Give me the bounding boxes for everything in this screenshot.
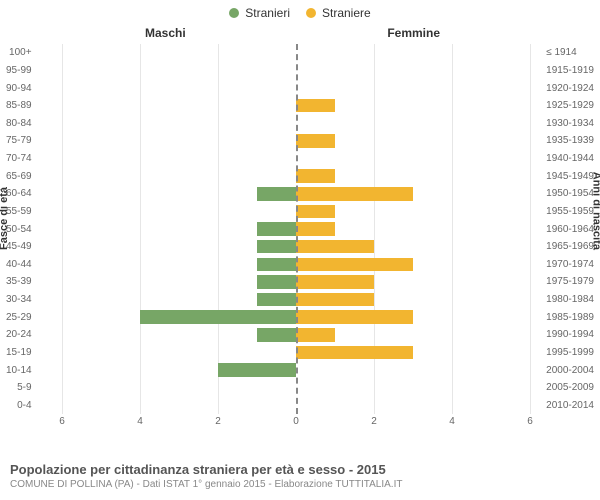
bar-female [296,240,374,253]
y-label-age: 80-84 [6,115,34,133]
y-label-birth: 2000-2004 [544,361,594,379]
legend-swatch-female [306,8,316,18]
y-label-birth: 1980-1984 [544,291,594,309]
y-label-birth: 2010-2014 [544,397,594,415]
y-label-age: 25-29 [6,308,34,326]
y-label-age: 35-39 [6,273,34,291]
legend-label-male: Stranieri [245,6,290,20]
plot-area [62,44,530,414]
y-label-age: 75-79 [6,132,34,150]
legend: Stranieri Straniere [0,6,600,20]
y-label-age: 55-59 [6,203,34,221]
column-title-left: Maschi [145,26,186,40]
y-label-age: 70-74 [6,150,34,168]
y-label-birth: 1990-1994 [544,326,594,344]
y-label-birth: 1975-1979 [544,273,594,291]
y-label-age: 65-69 [6,167,34,185]
y-label-age: 100+ [6,44,34,62]
bar-female [296,134,335,147]
y-label-birth: ≤ 1914 [544,44,594,62]
x-tick: 4 [137,416,143,427]
bar-female [296,275,374,288]
bar-female [296,328,335,341]
y-label-age: 20-24 [6,326,34,344]
y-label-birth: 1995-1999 [544,344,594,362]
x-tick: 4 [449,416,455,427]
y-label-birth: 1950-1954 [544,185,594,203]
legend-item-female: Straniere [306,6,371,20]
caption: Popolazione per cittadinanza straniera p… [10,462,590,490]
x-tick: 6 [59,416,65,427]
y-label-age: 30-34 [6,291,34,309]
caption-title: Popolazione per cittadinanza straniera p… [10,462,590,477]
column-title-right: Femmine [387,26,440,40]
centerline [296,44,298,414]
y-label-age: 15-19 [6,344,34,362]
y-label-age: 0-4 [6,397,34,415]
bar-male [257,222,296,235]
y-label-age: 45-49 [6,238,34,256]
caption-subtitle: COMUNE DI POLLINA (PA) - Dati ISTAT 1° g… [10,479,590,490]
bar-female [296,293,374,306]
y-label-age: 50-54 [6,220,34,238]
bar-female [296,169,335,182]
bar-female [296,258,413,271]
y-label-age: 60-64 [6,185,34,203]
bar-female [296,99,335,112]
y-label-age: 5-9 [6,379,34,397]
legend-label-female: Straniere [322,6,371,20]
y-label-birth: 1930-1934 [544,115,594,133]
bar-male [257,187,296,200]
gridline [530,44,531,414]
y-label-age: 40-44 [6,256,34,274]
y-label-birth: 1955-1959 [544,203,594,221]
y-label-birth: 1965-1969 [544,238,594,256]
y-label-age: 95-99 [6,62,34,80]
y-label-birth: 1915-1919 [544,62,594,80]
bar-male [140,310,296,323]
y-label-birth: 1945-1949 [544,167,594,185]
bar-female [296,187,413,200]
bar-female [296,205,335,218]
bar-male [257,328,296,341]
bar-male [257,275,296,288]
bar-male [257,240,296,253]
y-label-birth: 1960-1964 [544,220,594,238]
y-label-birth: 1935-1939 [544,132,594,150]
x-tick: 6 [527,416,533,427]
y-label-birth: 1970-1974 [544,256,594,274]
x-tick: 0 [293,416,299,427]
y-label-birth: 1925-1929 [544,97,594,115]
bar-female [296,222,335,235]
y-label-birth: 2005-2009 [544,379,594,397]
x-axis: 6 4 2 0 2 4 6 [62,416,530,434]
y-label-birth: 1985-1989 [544,308,594,326]
bar-male [257,293,296,306]
bar-male [218,363,296,376]
y-label-birth: 1940-1944 [544,150,594,168]
y-labels-birth: ≤ 19141915-19191920-19241925-19291930-19… [544,44,594,414]
legend-swatch-male [229,8,239,18]
bar-male [257,258,296,271]
chart-root: Stranieri Straniere Maschi Femmine Fasce… [0,0,600,500]
legend-item-male: Stranieri [229,6,290,20]
x-tick: 2 [215,416,221,427]
bar-female [296,346,413,359]
y-label-age: 90-94 [6,79,34,97]
bar-female [296,310,413,323]
x-tick: 2 [371,416,377,427]
y-labels-age: 100+95-9990-9485-8980-8475-7970-7465-696… [6,44,34,414]
y-label-age: 10-14 [6,361,34,379]
y-label-birth: 1920-1924 [544,79,594,97]
y-label-age: 85-89 [6,97,34,115]
